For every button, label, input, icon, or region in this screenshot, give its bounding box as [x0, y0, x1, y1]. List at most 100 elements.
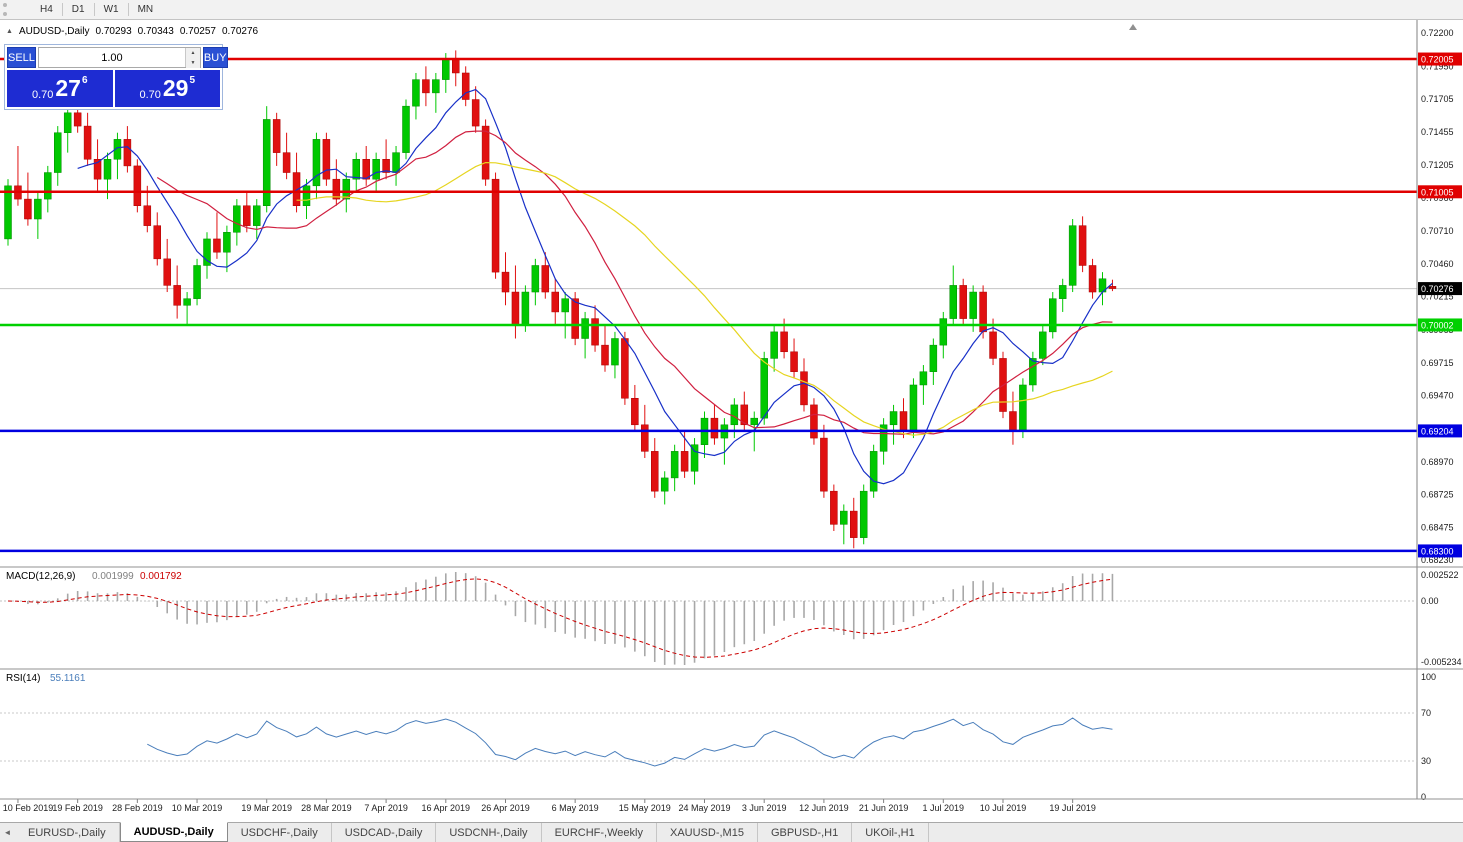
- svg-text:0.69470: 0.69470: [1421, 391, 1454, 401]
- toolbar-separator: [61, 3, 63, 16]
- tab-audusd-daily[interactable]: AUDUSD-,Daily: [119, 822, 228, 842]
- symbol-name: AUDUSD-,Daily: [18, 26, 90, 37]
- ma-16-line: [156, 130, 1113, 435]
- svg-text:0: 0: [1421, 792, 1426, 802]
- volume-decrease-button[interactable]: ▼: [185, 58, 200, 68]
- svg-text:10 Mar 2019: 10 Mar 2019: [172, 803, 223, 813]
- buy-price-base: 0.70: [139, 89, 161, 101]
- svg-text:0.71455: 0.71455: [1421, 127, 1454, 137]
- chart-shift-marker-icon: [1129, 24, 1137, 30]
- buy-price-pipette: 5: [189, 75, 196, 86]
- svg-text:26 Apr 2019: 26 Apr 2019: [481, 803, 530, 813]
- tab-usdchf-daily[interactable]: USDCHF-,Daily: [228, 823, 332, 842]
- svg-text:28 Feb 2019: 28 Feb 2019: [112, 803, 163, 813]
- svg-text:0.70002: 0.70002: [1421, 320, 1454, 330]
- timeframe-toolbar: H4 D1 W1 MN: [0, 0, 1463, 20]
- ma-8-line: [77, 88, 1113, 485]
- svg-text:0.70276: 0.70276: [1421, 284, 1454, 294]
- svg-text:19 Feb 2019: 19 Feb 2019: [52, 803, 103, 813]
- svg-text:0.71205: 0.71205: [1421, 160, 1454, 170]
- svg-text:19 Mar 2019: 19 Mar 2019: [241, 803, 292, 813]
- svg-text:0.70215: 0.70215: [1421, 292, 1454, 302]
- svg-text:7 Apr 2019: 7 Apr 2019: [364, 803, 408, 813]
- macd-label: MACD(12,26,9): [6, 571, 75, 582]
- volume-increase-button[interactable]: ▲: [185, 48, 200, 58]
- svg-text:28 Mar 2019: 28 Mar 2019: [301, 803, 352, 813]
- svg-text:10 Jul 2019: 10 Jul 2019: [980, 803, 1027, 813]
- tab-eurchf-weekly[interactable]: EURCHF-,Weekly: [542, 823, 657, 842]
- timeframe-w1-button[interactable]: W1: [96, 2, 127, 17]
- tabs-scroll-left-button[interactable]: ◄: [3, 828, 12, 837]
- svg-text:24 May 2019: 24 May 2019: [678, 803, 730, 813]
- svg-text:0.72005: 0.72005: [1421, 55, 1454, 65]
- svg-text:-0.005234: -0.005234: [1421, 657, 1462, 667]
- svg-text:0.70710: 0.70710: [1421, 226, 1454, 236]
- svg-text:0.68300: 0.68300: [1421, 546, 1454, 556]
- svg-text:3 Jun 2019: 3 Jun 2019: [742, 803, 787, 813]
- svg-text:30: 30: [1421, 756, 1431, 766]
- tab-ukoil-h1[interactable]: UKOil-,H1: [852, 823, 929, 842]
- volume-input[interactable]: [38, 48, 185, 67]
- timeframe-d1-button[interactable]: D1: [64, 2, 93, 17]
- svg-text:0.68230: 0.68230: [1421, 555, 1454, 565]
- svg-text:1 Jul 2019: 1 Jul 2019: [923, 803, 965, 813]
- date-axis: 10 Feb 2019 19 Feb 2019 28 Feb 2019 10 Mar …: [3, 799, 1096, 813]
- tab-gbpusd-h1[interactable]: GBPUSD-,H1: [758, 823, 853, 842]
- svg-text:15 May 2019: 15 May 2019: [619, 803, 671, 813]
- svg-text:0.71950: 0.71950: [1421, 61, 1454, 71]
- tab-eurusd-daily[interactable]: EURUSD-,Daily: [15, 823, 120, 842]
- ohlc-close: 0.70276: [221, 26, 259, 37]
- sell-button[interactable]: SELL: [7, 47, 36, 68]
- svg-text:55.1161: 55.1161: [50, 673, 86, 684]
- horizontal-level-lines: [0, 57, 1417, 553]
- sell-price-display[interactable]: 0.70 27 6: [7, 70, 113, 107]
- svg-text:12 Jun 2019: 12 Jun 2019: [799, 803, 849, 813]
- sell-price-pipette: 6: [81, 75, 88, 86]
- svg-text:16 Apr 2019: 16 Apr 2019: [422, 803, 471, 813]
- sell-price-base: 0.70: [31, 89, 54, 101]
- svg-text:0.71705: 0.71705: [1421, 94, 1454, 104]
- svg-text:21 Jun 2019: 21 Jun 2019: [859, 803, 909, 813]
- svg-text:0.68970: 0.68970: [1421, 457, 1454, 467]
- svg-text:0.00: 0.00: [1421, 596, 1439, 606]
- svg-text:10 Feb 2019: 10 Feb 2019: [3, 803, 54, 813]
- toolbar-separator: [127, 3, 129, 16]
- macd-panel: MACD(12,26,9) 0.001999 0.001792 0.002522 0.0…: [0, 570, 1462, 667]
- tab-usdcad-daily[interactable]: USDCAD-,Daily: [332, 823, 437, 842]
- ohlc-high: 0.70343: [137, 26, 174, 37]
- panel-collapse-arrow-icon[interactable]: ▲: [6, 28, 13, 35]
- sell-price-big-digits: 27: [55, 75, 81, 101]
- tab-xauusd-m15[interactable]: XAUUSD-,M15: [657, 823, 758, 842]
- tab-usdcnh-daily[interactable]: USDCNH-,Daily: [436, 823, 542, 842]
- svg-text:19 Jul 2019: 19 Jul 2019: [1049, 803, 1096, 813]
- volume-stepper: ▲ ▼: [184, 48, 200, 68]
- macd-signal-line: [7, 578, 1113, 658]
- svg-text:0.70460: 0.70460: [1421, 259, 1454, 269]
- toolbar-grip[interactable]: [3, 3, 29, 16]
- rsi-line: [147, 717, 1113, 767]
- rsi-label: RSI(14): [6, 673, 40, 684]
- volume-spinner: ▲ ▼: [37, 47, 201, 68]
- toolbar-separator: [93, 3, 95, 16]
- svg-text:0.69204: 0.69204: [1421, 426, 1454, 436]
- svg-text:0.002522: 0.002522: [1421, 570, 1459, 580]
- buy-price-display[interactable]: 0.70 29 5: [114, 70, 220, 107]
- svg-text:100: 100: [1421, 672, 1436, 682]
- timeframe-mn-button[interactable]: MN: [130, 2, 162, 17]
- buy-button[interactable]: BUY: [202, 47, 228, 68]
- candlestick-series: [0, 50, 1417, 549]
- buy-price-big-digits: 29: [162, 75, 189, 101]
- one-click-trading-panel: SELL ▲ ▼ BUY 0.70 27 6 0.70 29 5: [4, 44, 228, 110]
- timeframe-h4-button[interactable]: H4: [32, 2, 61, 17]
- chart-tabs-bar: ◄ EURUSD-,Daily AUDUSD-,Daily USDCHF-,Da…: [0, 822, 1463, 842]
- ohlc-low: 0.70257: [179, 26, 216, 37]
- svg-text:70: 70: [1421, 708, 1431, 718]
- svg-text:0.71005: 0.71005: [1421, 187, 1454, 197]
- svg-text:0.68475: 0.68475: [1421, 523, 1454, 533]
- svg-text:0.72200: 0.72200: [1421, 28, 1454, 38]
- svg-text:0.69715: 0.69715: [1421, 358, 1454, 368]
- svg-text:0.001999: 0.001999: [92, 571, 134, 582]
- svg-text:0.001792: 0.001792: [140, 571, 182, 582]
